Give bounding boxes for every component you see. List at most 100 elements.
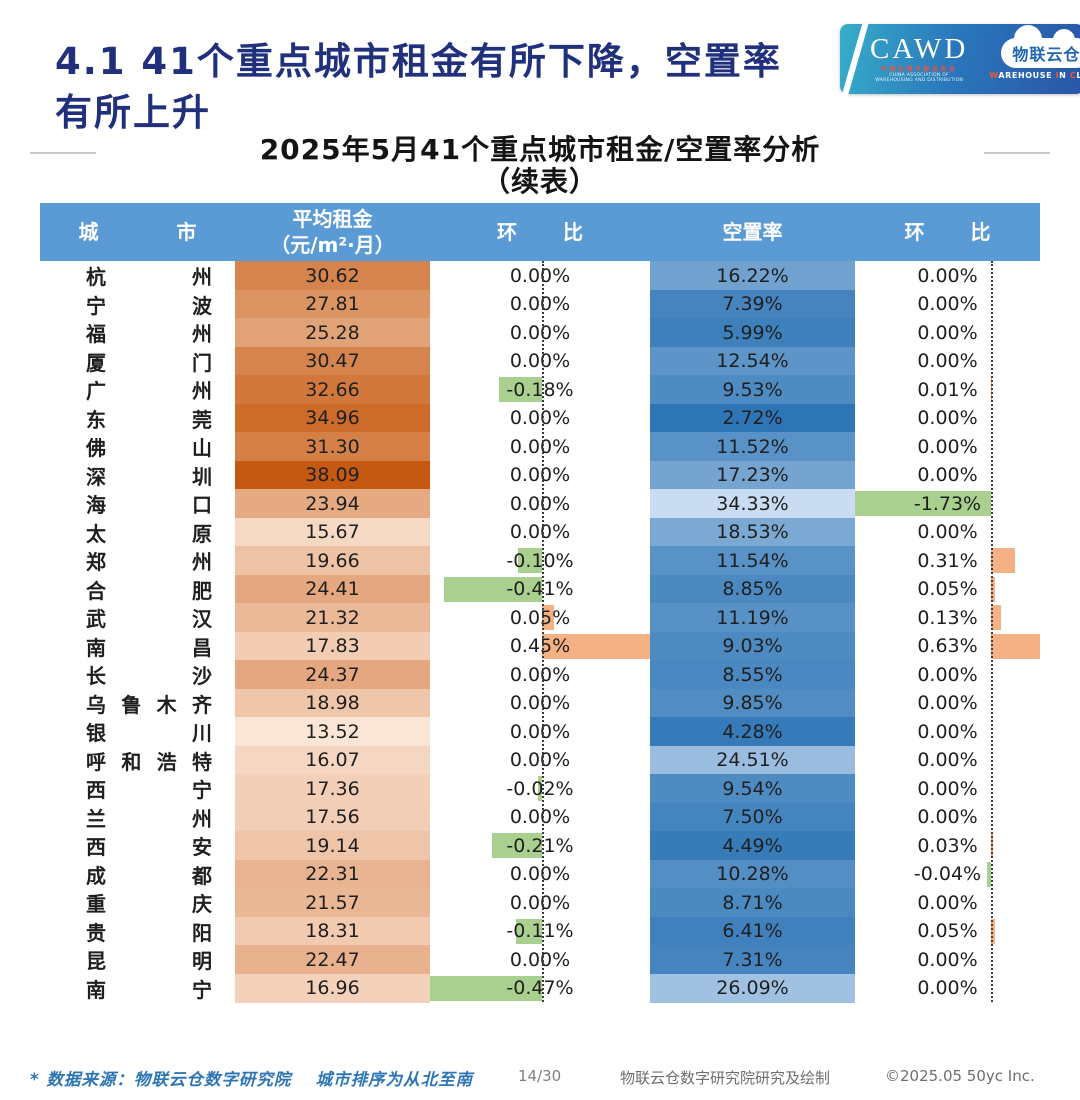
vacancy-mom-value: 0.01% (917, 378, 978, 401)
vacancy-mom-cell: 0.00% (855, 803, 1040, 832)
table-row: 呼和浩特 16.07 0.00% 24.51% 0.00% (40, 745, 1040, 775)
table-row: 宁波 27.81 0.00% 7.39% 0.00% (40, 289, 1040, 319)
cawd-wic-logo: CAWD 中国仓储与配送协会 CHINA ASSOCIATION OF WARE… (840, 18, 1080, 102)
table-title-line2: （续表） (481, 165, 598, 198)
vacancy-mom-cell: -0.04% (855, 860, 1040, 889)
cloud-icon: 物联云仓 (1001, 25, 1080, 68)
table-row: 兰州 17.56 0.00% 7.50% 0.00% (40, 802, 1040, 832)
vacancy-cell: 9.03% (650, 631, 855, 661)
axis-line-rent-mom (542, 261, 545, 1002)
rent-mom-value: -0.10% (506, 549, 574, 572)
vacancy-mom-cell: 0.00% (855, 347, 1040, 376)
vacancy-value: 11.54% (716, 549, 789, 572)
rent-value: 16.96 (305, 977, 360, 999)
vacancy-value: 4.28% (722, 720, 783, 743)
rent-mom-cell: -0.41% (430, 575, 650, 604)
table-row: 佛山 31.30 0.00% 11.52% 0.00% (40, 432, 1040, 461)
city-name: 昆明 (86, 949, 212, 973)
rent-value: 13.52 (305, 720, 360, 743)
table-row: 合肥 24.41 -0.41% 8.85% 0.05% (40, 574, 1040, 604)
vacancy-cell: 4.28% (650, 717, 855, 746)
rent-mom-cell: 0.00% (430, 689, 650, 718)
vacancy-mom-cell: 0.00% (855, 404, 1040, 433)
vacancy-value: 8.85% (722, 578, 783, 600)
vacancy-cell: 7.31% (650, 945, 855, 974)
cawd-subtitle-en: CHINA ASSOCIATION OF WAREHOUSING AND DIS… (875, 73, 964, 83)
rent-mom-value: 0.00% (509, 350, 571, 372)
data-bar-negative (518, 548, 543, 573)
rent-value: 30.62 (305, 264, 360, 287)
city-cell: 南昌 (40, 632, 235, 661)
city-name: 贵阳 (86, 920, 212, 945)
rent-cell: 17.83 (235, 631, 430, 661)
vacancy-mom-cell: 0.00% (855, 945, 1040, 974)
rent-cell: 19.14 (235, 831, 430, 860)
rent-cell: 18.98 (235, 688, 430, 718)
data-bar-negative (855, 491, 991, 516)
rent-mom-cell: 0.00% (430, 261, 650, 290)
header-vacancy: 空置率 (650, 203, 855, 261)
city-name: 深圳 (86, 464, 212, 489)
rent-cell: 24.41 (235, 574, 430, 604)
vacancy-cell: 2.72% (650, 403, 855, 433)
vacancy-mom-value: 0.00% (917, 264, 978, 287)
vacancy-mom-value: 0.00% (917, 521, 978, 543)
title-rule-right (984, 152, 1050, 154)
rent-value: 27.81 (305, 293, 360, 315)
city-name: 长沙 (86, 664, 212, 688)
rent-mom-cell: 0.00% (430, 888, 650, 917)
rent-value: 17.36 (305, 777, 360, 800)
table-row: 海口 23.94 0.00% 34.33% -1.73% (40, 489, 1040, 518)
vacancy-value: 11.52% (716, 435, 789, 458)
city-cell: 合肥 (40, 575, 235, 604)
logo-slash-decoration (840, 18, 870, 102)
city-name: 佛山 (86, 436, 212, 460)
data-bar-positive (542, 605, 555, 630)
table-body: 杭州 30.62 0.00% 16.22% 0.00% 宁波 27.81 0.00% 7.39%… (40, 261, 1040, 1003)
rent-cell: 17.56 (235, 802, 430, 832)
vacancy-mom-value: 0.13% (917, 606, 978, 629)
rent-mom-value: -0.11% (506, 920, 574, 942)
vacancy-mom-cell: 0.00% (855, 318, 1040, 347)
vacancy-mom-value: -0.04% (913, 863, 982, 885)
rent-value: 22.47 (305, 948, 360, 971)
rent-mom-value: 0.00% (509, 464, 571, 486)
table-row: 东莞 34.96 0.00% 2.72% 0.00% (40, 403, 1040, 433)
city-cell: 呼和浩特 (40, 746, 235, 775)
vacancy-cell: 26.09% (650, 973, 855, 1003)
city-cell: 深圳 (40, 461, 235, 490)
page-number: 14/30 (518, 1067, 562, 1085)
city-name: 西安 (86, 835, 212, 859)
vacancy-mom-cell: 0.00% (855, 974, 1040, 1003)
vacancy-cell: 7.50% (650, 802, 855, 832)
axis-line-vacancy-mom (990, 261, 993, 1002)
rent-cell: 21.32 (235, 603, 430, 632)
city-cell: 南宁 (40, 974, 235, 1003)
vacancy-value: 7.50% (722, 806, 783, 828)
rent-value: 24.37 (305, 663, 360, 686)
data-bar-negative (516, 918, 543, 944)
vacancy-mom-cell: 0.01% (855, 375, 1040, 404)
vacancy-value: 16.22% (716, 264, 789, 287)
city-name: 南昌 (86, 635, 212, 660)
header-rent-label: 平均租金 (292, 207, 373, 231)
city-cell: 厦门 (40, 347, 235, 376)
rent-mom-value: 0.00% (509, 407, 571, 429)
vacancy-cell: 34.33% (650, 489, 855, 518)
city-cell: 兰州 (40, 803, 235, 832)
vacancy-mom-cell: 0.03% (855, 831, 1040, 860)
rent-mom-value: 0.00% (509, 435, 571, 458)
data-bar-negative (444, 576, 543, 602)
vacancy-mom-value: 0.00% (917, 435, 978, 458)
rent-cell: 24.37 (235, 660, 430, 689)
rent-mom-value: 0.00% (509, 293, 571, 315)
rent-mom-value: 0.00% (509, 948, 571, 971)
table-row: 深圳 38.09 0.00% 17.23% 0.00% (40, 460, 1040, 490)
city-cell: 海口 (40, 489, 235, 518)
city-name: 重庆 (86, 892, 212, 916)
table-row: 太原 15.67 0.00% 18.53% 0.00% (40, 517, 1040, 547)
rent-mom-value: -0.21% (506, 834, 574, 857)
data-bar-negative (492, 833, 543, 858)
rent-cell: 18.31 (235, 916, 430, 946)
rent-cell: 30.62 (235, 261, 430, 290)
